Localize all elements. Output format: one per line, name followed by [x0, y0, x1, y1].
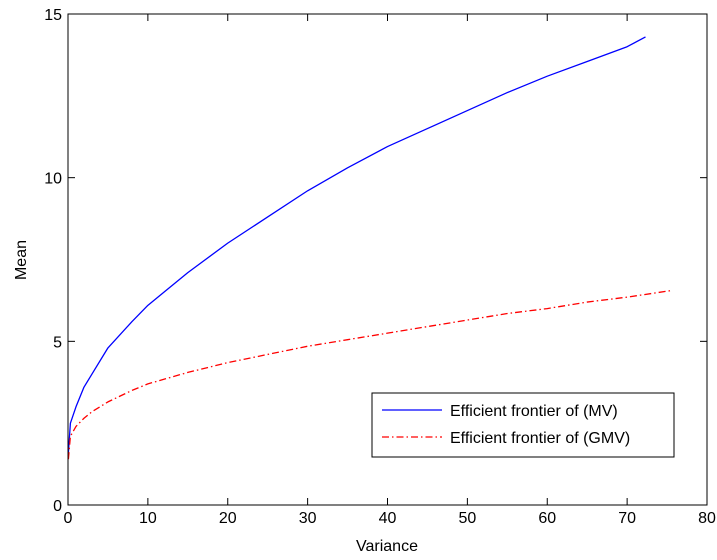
series-line-mv: [67, 36, 646, 453]
x-tick-label: 50: [458, 510, 476, 527]
y-axis-label: Mean: [13, 240, 30, 280]
y-tick-label: 10: [44, 171, 62, 188]
series-layer: [67, 36, 672, 460]
x-tick-label: 70: [618, 510, 636, 527]
x-tick-label: 80: [698, 510, 716, 527]
y-tick-label: 5: [53, 334, 62, 351]
x-tick-label: 60: [538, 510, 556, 527]
legend: Efficient frontier of (MV) Efficient fro…: [371, 392, 675, 458]
x-tick-label: 0: [64, 510, 73, 527]
legend-label-mv: Efficient frontier of (MV): [450, 403, 618, 420]
series-line-gmv: [67, 289, 672, 460]
x-tick-label: 30: [299, 510, 317, 527]
x-tick-label: 20: [219, 510, 237, 527]
x-tick-label: 40: [379, 510, 397, 527]
x-axis-label: Variance: [356, 538, 418, 555]
legend-box: [371, 392, 675, 458]
axis-ticks: 0 10 20 30 40 50 60 70 80 0 5 10 15: [44, 7, 716, 527]
legend-label-gmv: Efficient frontier of (GMV): [450, 430, 630, 447]
x-tick-label: 10: [139, 510, 157, 527]
y-tick-label: 0: [53, 498, 62, 515]
y-tick-label: 15: [44, 7, 62, 24]
